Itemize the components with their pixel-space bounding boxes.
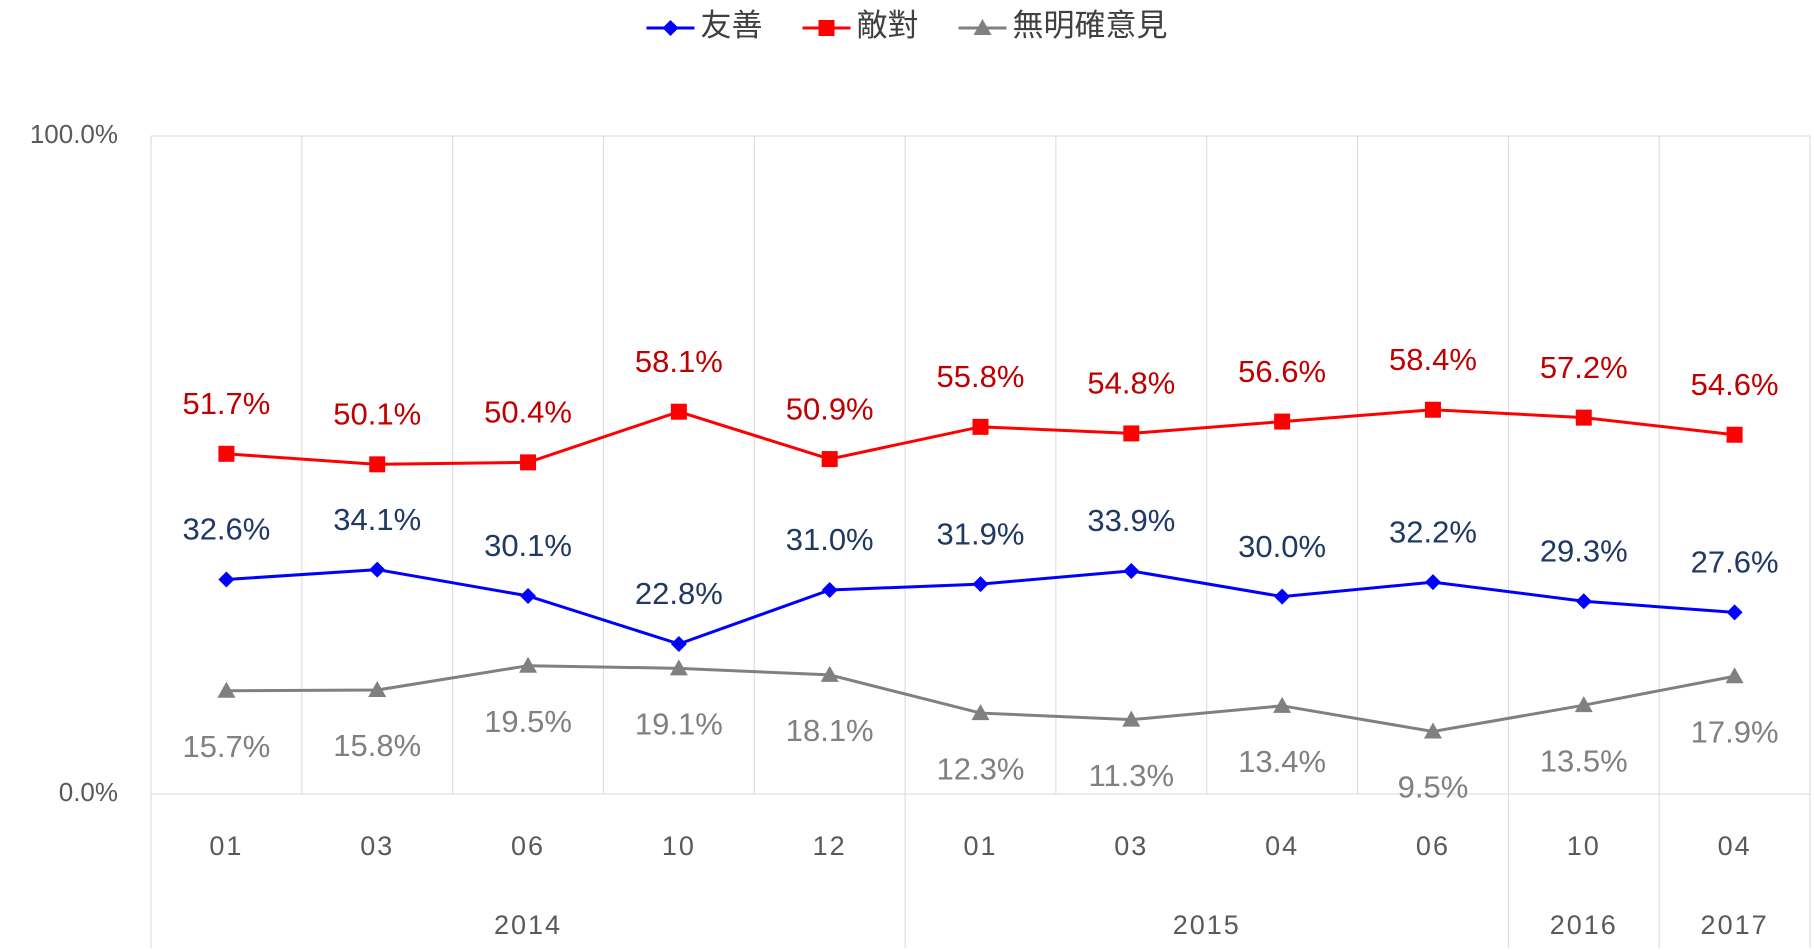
- x-tick-label: 10: [1567, 831, 1601, 861]
- data-label: 30.0%: [1238, 529, 1326, 564]
- data-label: 34.1%: [333, 502, 421, 537]
- data-label: 19.1%: [635, 707, 723, 742]
- point-marker: [1122, 710, 1141, 727]
- data-label: 50.1%: [333, 397, 421, 432]
- x-tick-label: 06: [1416, 831, 1450, 861]
- legend-label: 友善: [701, 8, 763, 43]
- point-marker: [1123, 562, 1140, 579]
- point-marker: [670, 403, 687, 420]
- point-marker: [218, 445, 235, 462]
- point-marker: [1575, 593, 1592, 610]
- data-label: 31.9%: [937, 516, 1025, 551]
- data-label: 30.1%: [484, 528, 572, 563]
- data-label: 31.0%: [786, 522, 874, 557]
- data-label: 9.5%: [1398, 770, 1469, 805]
- data-label: 51.7%: [182, 386, 270, 421]
- data-label: 57.2%: [1540, 350, 1628, 385]
- point-marker: [1273, 696, 1292, 713]
- data-label: 22.8%: [635, 576, 723, 611]
- data-label: 33.9%: [1087, 503, 1175, 538]
- point-marker: [369, 456, 386, 473]
- data-label: 50.4%: [484, 395, 572, 430]
- data-label: 32.6%: [182, 512, 270, 547]
- point-marker: [1274, 413, 1291, 430]
- group-label: 2016: [1550, 910, 1618, 940]
- data-label: 15.7%: [182, 729, 270, 764]
- point-marker: [821, 582, 838, 599]
- point-marker: [520, 587, 537, 604]
- data-label: 18.1%: [786, 713, 874, 748]
- x-tick-label: 03: [1114, 831, 1148, 861]
- group-label: 2015: [1173, 910, 1241, 940]
- point-marker: [520, 454, 537, 471]
- point-marker: [1424, 574, 1441, 591]
- group-label: 2014: [494, 910, 562, 940]
- data-label: 56.6%: [1238, 354, 1326, 389]
- y-tick-label: 100.0%: [30, 119, 118, 149]
- point-marker: [1725, 667, 1744, 684]
- point-marker: [368, 681, 387, 698]
- point-marker: [369, 561, 386, 578]
- point-marker: [519, 656, 538, 673]
- data-label: 11.3%: [1089, 758, 1175, 793]
- data-label: 17.9%: [1691, 714, 1779, 749]
- point-marker: [1123, 425, 1140, 442]
- point-marker: [820, 665, 839, 682]
- point-marker: [1574, 696, 1593, 713]
- x-tick-label: 06: [511, 831, 545, 861]
- point-marker: [1726, 426, 1743, 443]
- data-label: 15.8%: [333, 728, 421, 763]
- x-tick-label: 01: [209, 831, 243, 861]
- data-label: 29.3%: [1540, 533, 1628, 568]
- data-label: 13.5%: [1540, 743, 1628, 778]
- point-marker: [1423, 722, 1442, 739]
- legend-label: 敵對: [857, 8, 919, 43]
- data-label: 55.8%: [937, 359, 1025, 394]
- data-label: 32.2%: [1389, 514, 1477, 549]
- data-label: 58.4%: [1389, 342, 1477, 377]
- point-marker: [1726, 604, 1743, 621]
- point-marker: [972, 418, 989, 435]
- legend-marker: [818, 20, 835, 36]
- point-marker: [1274, 588, 1291, 605]
- group-label: 2017: [1701, 910, 1769, 940]
- data-label: 50.9%: [786, 391, 874, 426]
- point-marker: [821, 451, 838, 468]
- point-marker: [218, 571, 235, 588]
- legend-label: 無明確意見: [1013, 8, 1168, 43]
- data-label: 54.8%: [1087, 366, 1175, 401]
- x-tick-label: 04: [1718, 831, 1752, 861]
- point-marker: [971, 704, 990, 721]
- x-tick-label: 03: [360, 831, 394, 861]
- data-label: 12.3%: [937, 751, 1025, 786]
- x-tick-label: 12: [813, 831, 847, 861]
- x-tick-label: 10: [662, 831, 696, 861]
- point-marker: [1575, 409, 1592, 426]
- point-marker: [669, 659, 688, 676]
- data-label: 19.5%: [484, 704, 572, 739]
- point-marker: [1424, 401, 1441, 418]
- point-marker: [217, 681, 236, 698]
- y-tick-label: 0.0%: [59, 777, 118, 807]
- x-tick-label: 01: [963, 831, 997, 861]
- point-marker: [670, 635, 687, 652]
- data-label: 58.1%: [635, 344, 723, 379]
- data-label: 54.6%: [1691, 367, 1779, 402]
- legend-marker: [662, 20, 679, 36]
- x-tick-label: 04: [1265, 831, 1299, 861]
- point-marker: [972, 576, 989, 593]
- legend-marker: [973, 19, 992, 35]
- data-label: 27.6%: [1691, 545, 1779, 580]
- data-label: 13.4%: [1238, 744, 1326, 779]
